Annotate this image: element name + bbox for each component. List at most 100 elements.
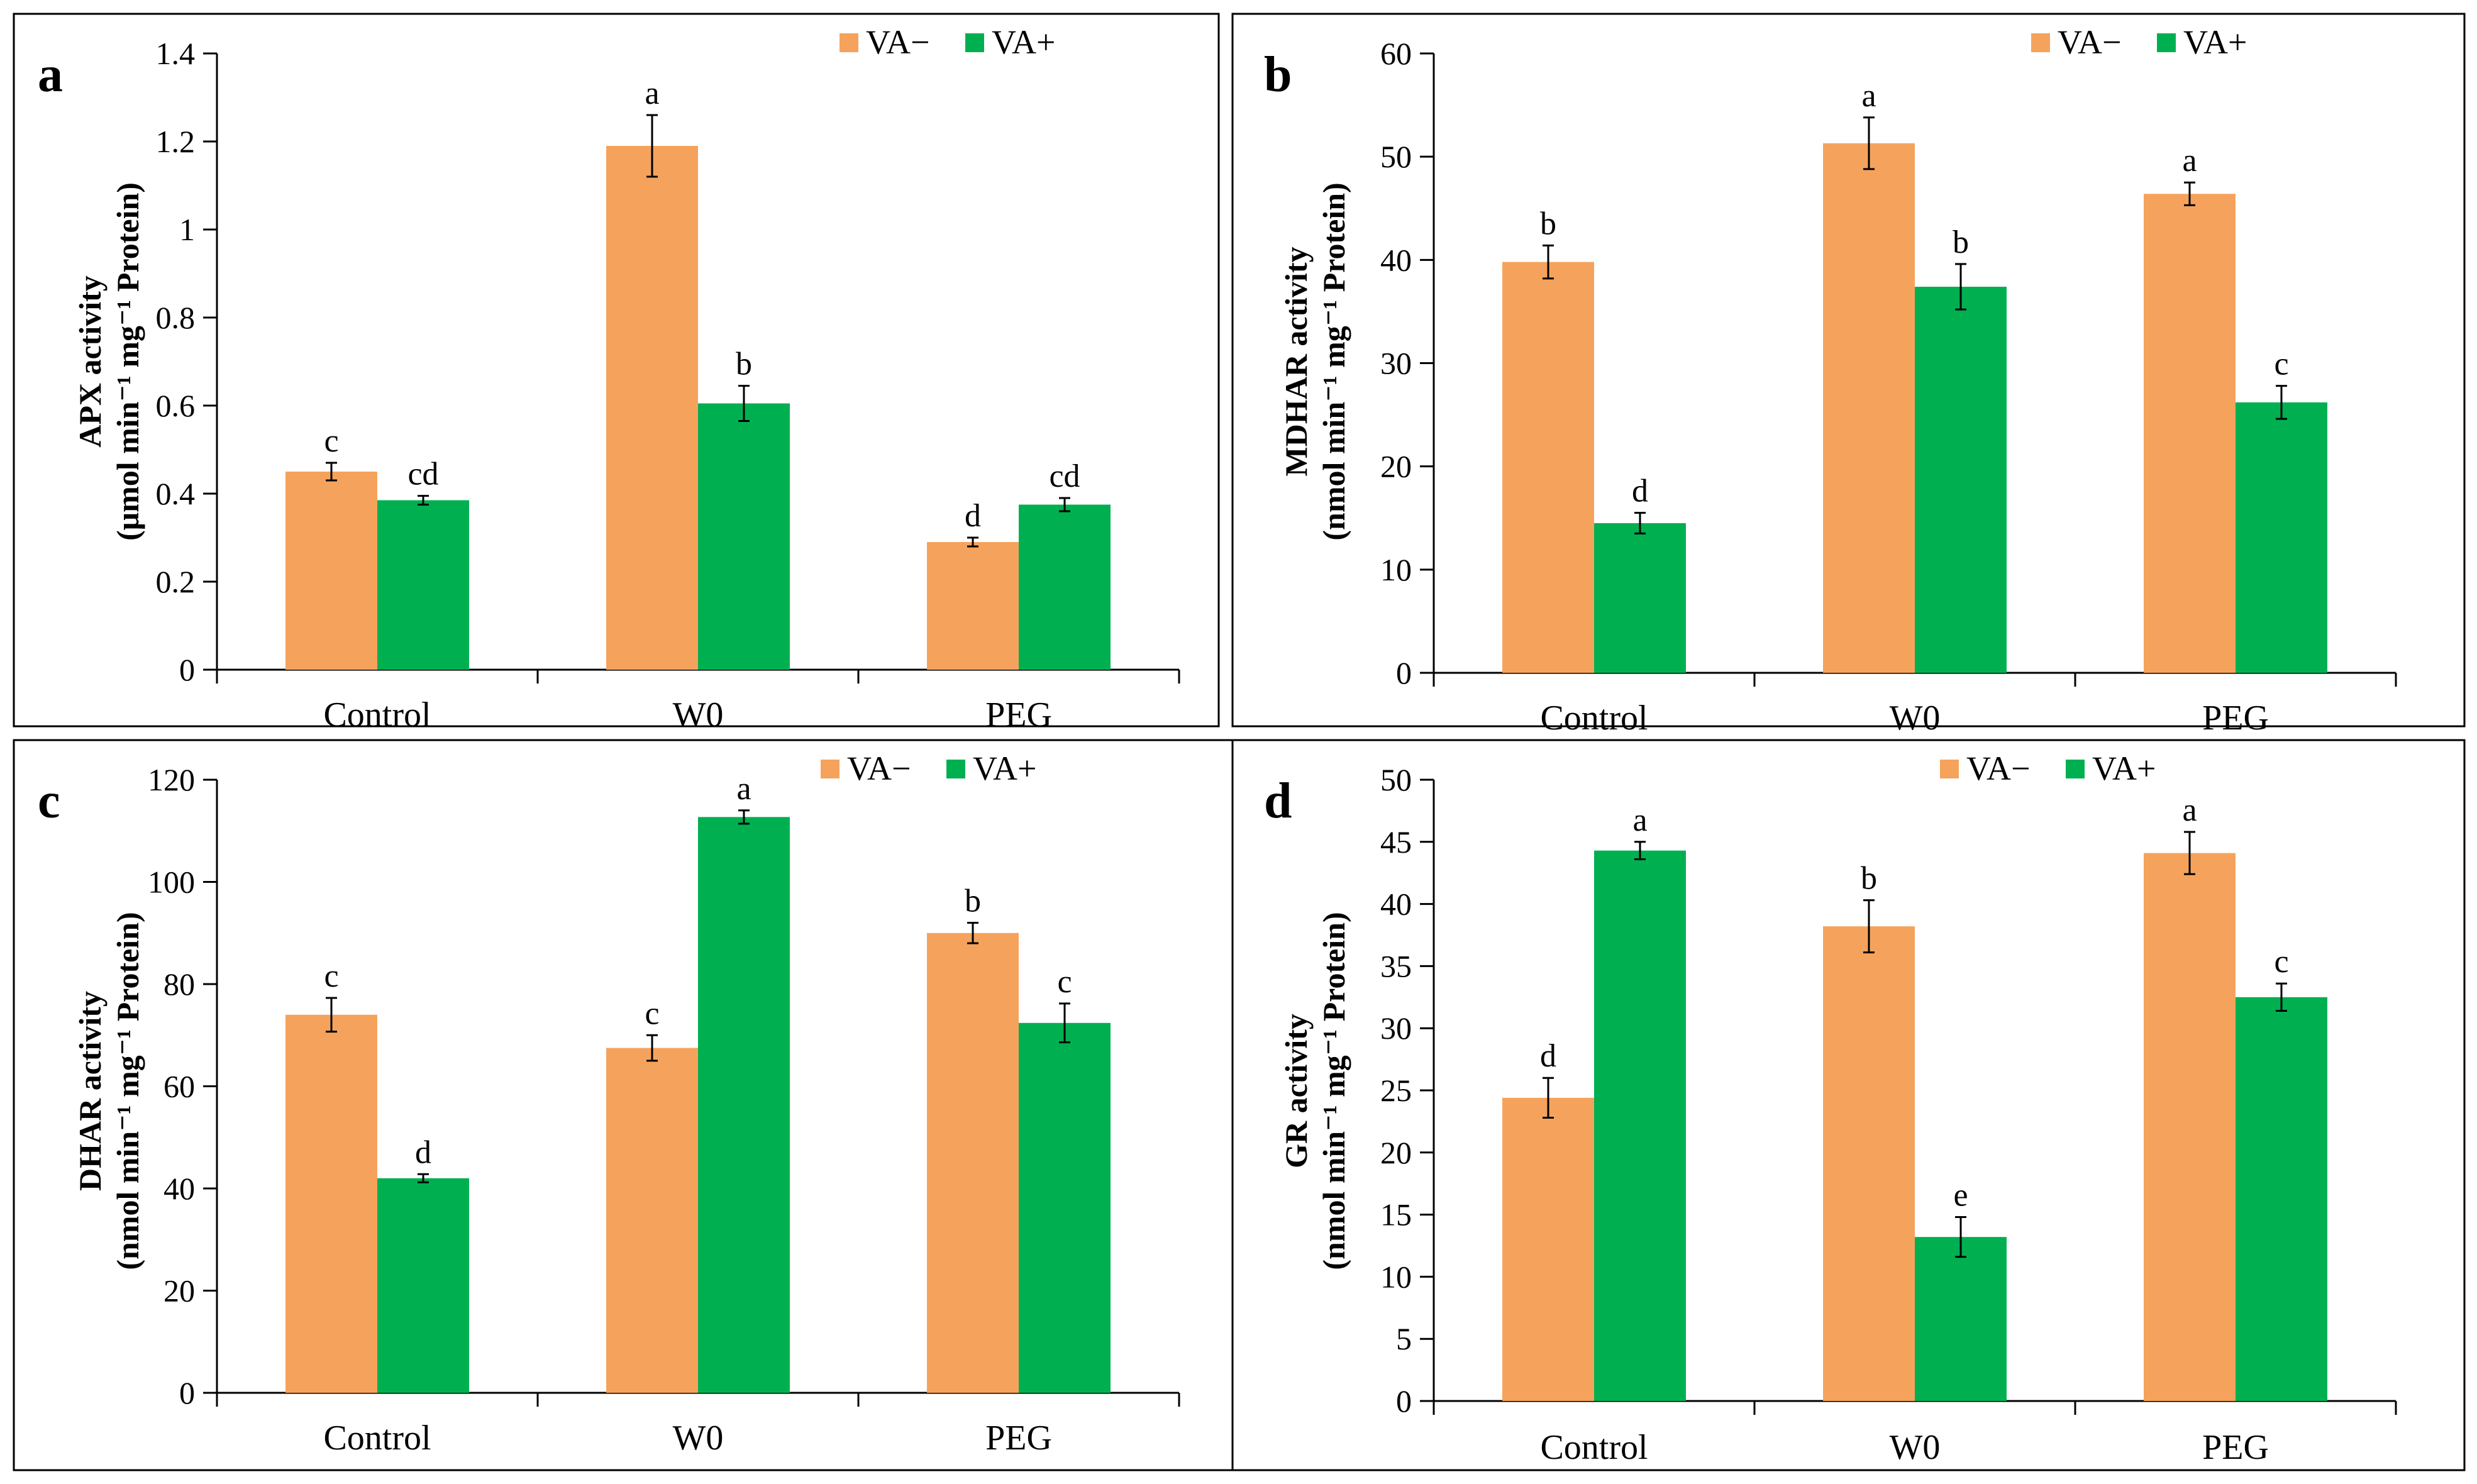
- legend-label-va-minus: VA−: [2058, 23, 2122, 61]
- y-axis-label-line1: DHAR activity: [72, 991, 108, 1191]
- bar-va-plus-control: [377, 1178, 469, 1393]
- y-axis-label: DHAR activity (nmol min⁻¹ mg⁻¹ Protein): [72, 912, 145, 1270]
- significance-letter: cd: [407, 457, 438, 492]
- y-tick-label: 0: [1396, 1383, 1412, 1419]
- y-axis-label: GR activity (nmol min⁻¹ mg⁻¹ Protein): [1278, 912, 1351, 1270]
- chart-panel-b: b 0 10 20 30 40 50 60 b d Control a b W0 a c PEG MDHAR ac…: [1231, 13, 2466, 738]
- bar-va-plus-peg: [2236, 997, 2327, 1401]
- bar-va-minus-w0: [606, 146, 698, 670]
- bar-va-minus-control: [285, 1014, 377, 1393]
- bar-va-plus-w0: [698, 817, 790, 1393]
- category-label: PEG: [985, 695, 1052, 734]
- legend-label-va-plus: VA+: [2183, 23, 2247, 61]
- legend-label-va-plus: VA+: [2092, 750, 2156, 787]
- y-tick-label: 30: [1380, 346, 1412, 381]
- y-axis-label: MDHAR activity (nmol min⁻¹ mg⁻¹ Protein): [1278, 182, 1351, 540]
- y-tick-label: 80: [163, 966, 195, 1002]
- legend-swatch-va-plus: [946, 760, 965, 778]
- y-tick-label: 0: [179, 1375, 195, 1410]
- y-tick-label: 120: [148, 762, 195, 797]
- y-tick-label: 1.2: [156, 124, 196, 159]
- legend: VA− VA+: [840, 23, 1056, 61]
- category-label: W0: [1890, 699, 1941, 738]
- y-axis-label-line2: (nmol min⁻¹ mg⁻¹ Protein): [1316, 182, 1351, 540]
- chart-panel-d: d 0 5 10 15 20 25 30 35 40 45 50 d a Control b e W0 a c PEG G…: [1231, 739, 2466, 1471]
- y-tick-label: 1: [179, 212, 195, 247]
- significance-letter: c: [324, 958, 338, 994]
- category-label: PEG: [2202, 699, 2269, 738]
- y-tick-label: 15: [1380, 1197, 1412, 1232]
- y-tick-label: 0.2: [156, 564, 196, 599]
- category-label: Control: [1540, 699, 1648, 738]
- legend-swatch-va-minus: [2031, 33, 2050, 52]
- bar-va-plus-peg: [2236, 402, 2327, 673]
- bar-va-minus-w0: [606, 1048, 698, 1393]
- significance-letter: a: [2182, 792, 2197, 828]
- significance-letter: b: [1540, 206, 1556, 241]
- legend-swatch-va-minus: [821, 760, 840, 778]
- significance-letter: b: [736, 346, 752, 382]
- significance-letter: b: [1861, 861, 1877, 897]
- bar-va-minus-peg: [927, 542, 1019, 670]
- y-tick-label: 0: [1396, 655, 1412, 690]
- y-axis-label-line2: (nmol min⁻¹ mg⁻¹ Protein): [110, 912, 145, 1270]
- y-tick-label: 20: [1380, 1135, 1412, 1170]
- legend-label-va-minus: VA−: [847, 750, 911, 787]
- y-axis-label-line1: GR activity: [1278, 1014, 1314, 1168]
- significance-letter: b: [1953, 224, 1969, 260]
- panel-frame: [1231, 739, 2466, 1471]
- bar-va-plus-control: [1594, 523, 1686, 673]
- y-tick-label: 0: [179, 652, 195, 687]
- significance-letter: a: [736, 771, 751, 807]
- significance-letter: c: [1057, 964, 1072, 1000]
- y-tick-label: 10: [1380, 552, 1412, 587]
- bar-va-plus-w0: [698, 403, 790, 670]
- significance-letter: a: [1861, 78, 1876, 114]
- chart-panel-c: c 0 20 40 60 80 100 120 c d Control c a W0 b c PEG DHAR a…: [13, 739, 1234, 1471]
- legend: VA− VA+: [821, 750, 1037, 787]
- significance-letter: d: [965, 498, 981, 534]
- panel-label: c: [38, 773, 60, 829]
- bar-va-plus-w0: [1915, 1237, 2007, 1401]
- category-label: PEG: [985, 1419, 1052, 1458]
- y-tick-label: 0.4: [156, 476, 196, 511]
- category-label: Control: [1540, 1428, 1648, 1467]
- significance-letter: c: [2274, 944, 2288, 980]
- y-tick-label: 5: [1396, 1321, 1412, 1356]
- y-axis-label-line1: APX activity: [72, 275, 108, 448]
- legend-swatch-va-plus: [2066, 760, 2085, 778]
- legend: VA− VA+: [2031, 23, 2247, 61]
- category-label: W0: [1890, 1428, 1941, 1467]
- y-tick-label: 0.8: [156, 300, 196, 335]
- panel-label: b: [1264, 47, 1292, 102]
- chart-panel-a: a 0 0.2 0.4 0.6 0.8 1 1.2 1.4 c cd Control a b W0 d cd PE…: [13, 13, 1220, 734]
- bar-va-minus-control: [1502, 1097, 1594, 1401]
- y-tick-label: 35: [1380, 948, 1412, 983]
- significance-letter: a: [2182, 143, 2197, 179]
- y-axis-label-line2: (μmol min⁻¹ mg⁻¹ Protein): [110, 182, 145, 541]
- y-tick-label: 0.6: [156, 388, 196, 423]
- bar-va-minus-w0: [1823, 926, 1915, 1401]
- bar-va-minus-control: [1502, 262, 1594, 673]
- category-label: PEG: [2202, 1428, 2269, 1467]
- category-label: Control: [323, 695, 431, 734]
- y-tick-label: 50: [1380, 762, 1412, 797]
- category-label: Control: [323, 1419, 431, 1458]
- legend-swatch-va-minus: [840, 33, 858, 52]
- significance-letter: c: [645, 995, 659, 1031]
- significance-letter: a: [645, 75, 659, 111]
- legend-label-va-plus: VA+: [992, 23, 1056, 61]
- significance-letter: b: [965, 883, 981, 919]
- bar-va-plus-peg: [1019, 1022, 1111, 1393]
- significance-letter: d: [1540, 1038, 1556, 1074]
- y-tick-label: 30: [1380, 1011, 1412, 1046]
- y-tick-label: 10: [1380, 1259, 1412, 1294]
- bar-va-plus-peg: [1019, 504, 1111, 670]
- legend: VA− VA+: [1940, 750, 2156, 787]
- y-tick-label: 50: [1380, 139, 1412, 174]
- y-tick-label: 1.4: [156, 36, 196, 71]
- y-tick-label: 40: [1380, 887, 1412, 922]
- significance-letter: d: [1632, 473, 1648, 509]
- y-tick-label: 20: [163, 1273, 195, 1309]
